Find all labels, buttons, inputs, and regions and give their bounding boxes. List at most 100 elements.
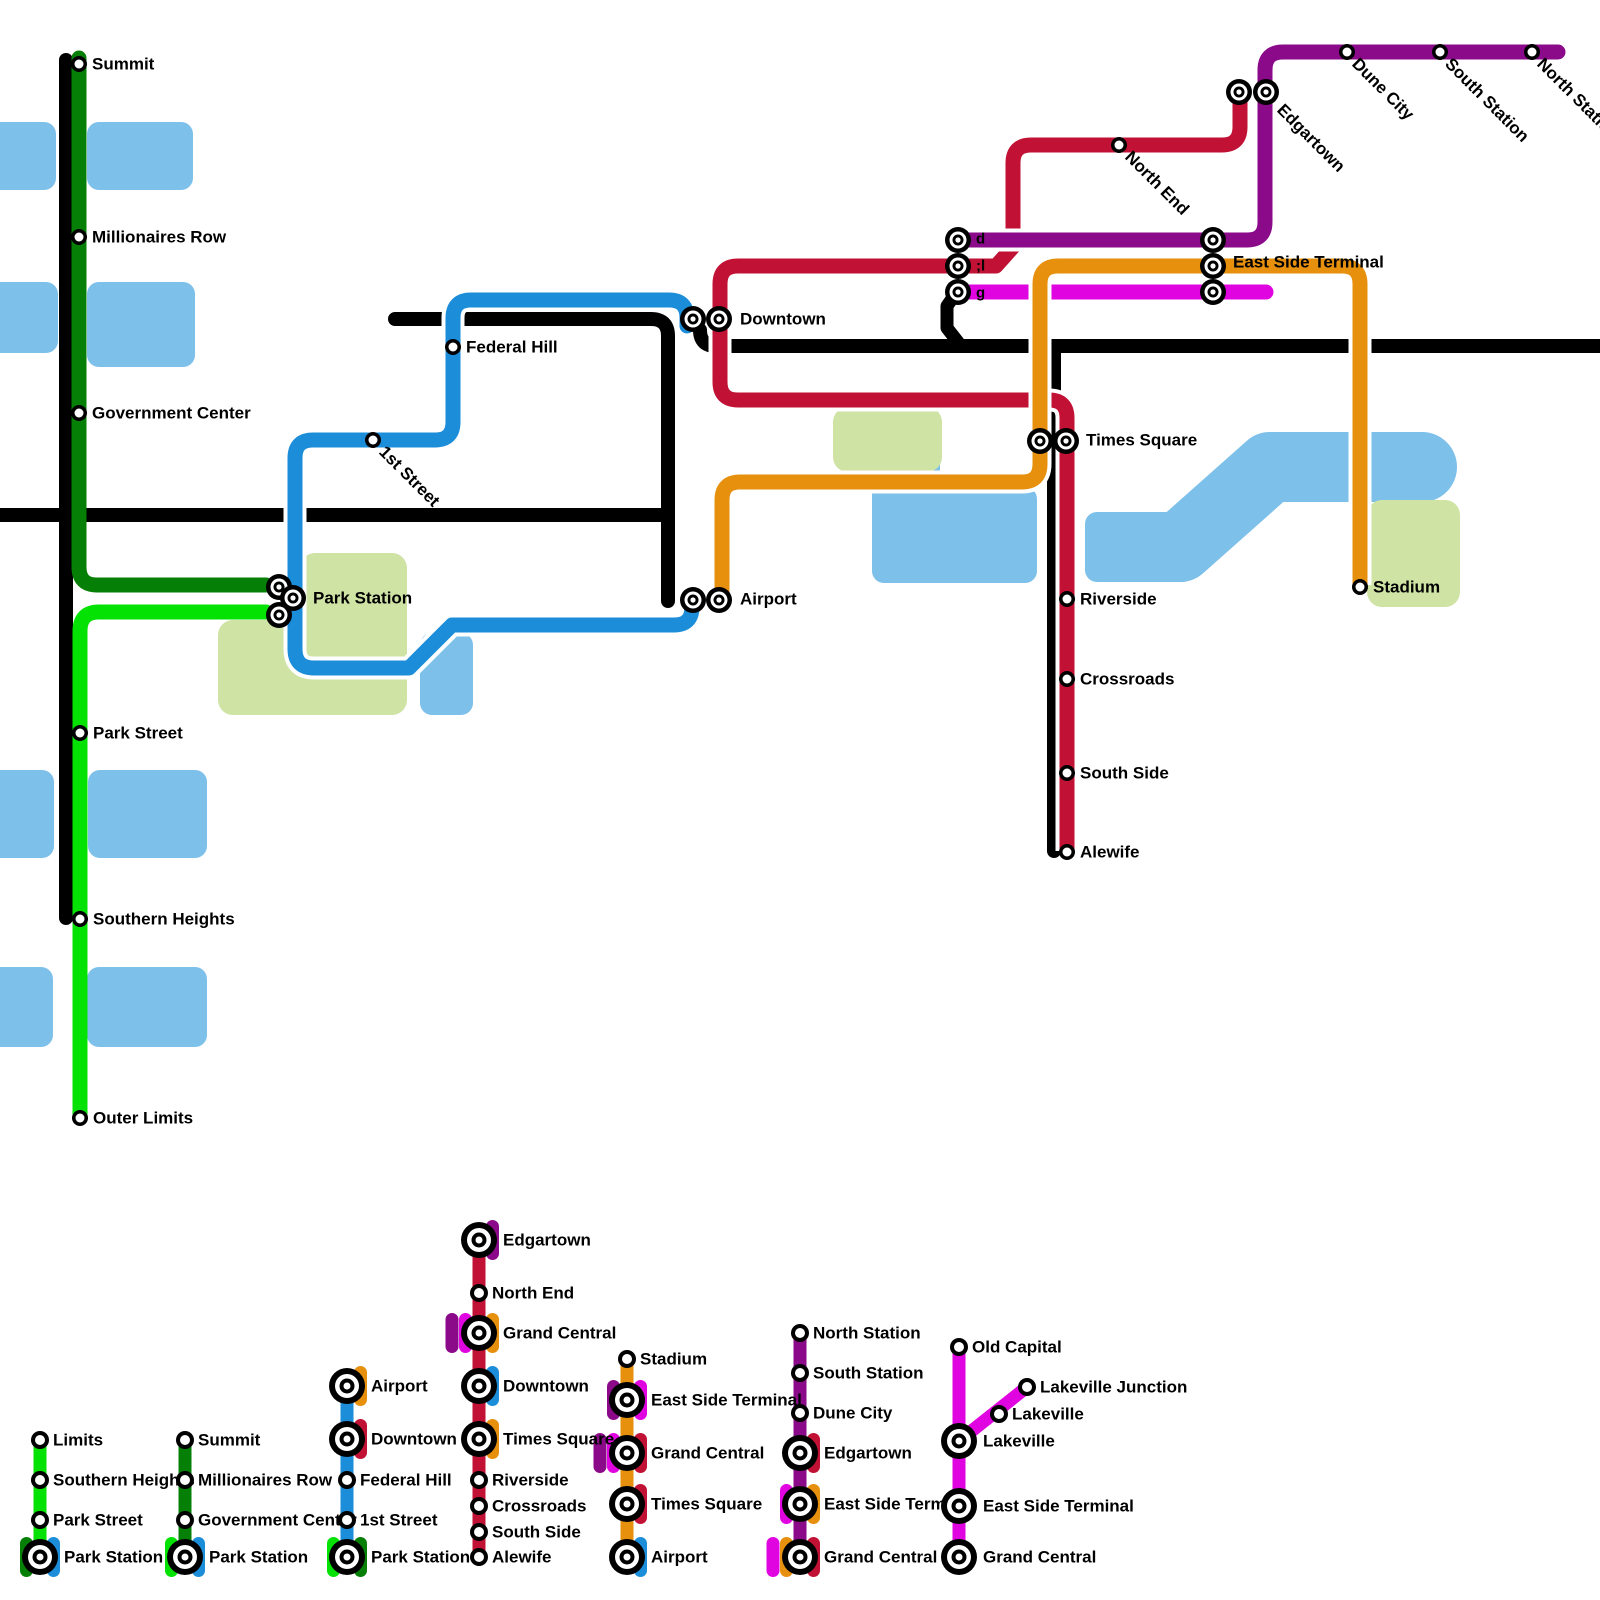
station-label-park-station: Park Station [313,589,412,608]
diagram-station-marker [618,1350,636,1368]
station-label-downtown: Downtown [740,310,826,329]
diagram-station-marker [338,1511,356,1529]
diagram-station-marker [1018,1378,1036,1396]
interchange-marker-grand-central-d [945,227,971,253]
diagram-label: Edgartown [824,1444,912,1463]
station-marker-north-station [1524,44,1540,60]
map-station-labels: Summit Millionaires Row Government Cente… [92,54,1600,1127]
diagram-interchange-marker [22,1539,58,1575]
diagram-interchange-marker [941,1488,977,1524]
water-shape [87,282,195,367]
diagram-station-marker [176,1471,194,1489]
diagram-label: South Station [813,1364,923,1383]
diagram-interchange-marker [461,1222,497,1258]
diagram-interchange-marker [329,1539,365,1575]
diagram-interchange-marker [461,1315,497,1351]
diagram-label: Park Station [371,1548,470,1567]
diagram-interchange-marker [782,1435,818,1471]
line-black-east [693,323,1600,353]
diagram-label: Edgartown [503,1231,591,1250]
water-shape [87,967,207,1047]
diagram-label: Park Street [53,1511,143,1530]
interchange-marker-east-side-terminal [1200,253,1226,279]
station-marker-summit [71,56,87,72]
diagram-label: Southern Heights [53,1471,195,1490]
interchange-marker-grand-central-g [945,279,971,305]
diagram-station-marker [470,1471,488,1489]
station-label-grand-central-d: d [976,231,985,248]
station-label-riverside: Riverside [1080,590,1157,609]
station-label-north-station: North Station [1533,54,1600,144]
diagram-label: Grand Central [651,1444,764,1463]
station-marker-south-station [1432,44,1448,60]
station-marker-riverside [1059,591,1075,607]
line-green [72,604,274,1125]
diagram-label: East Side Terminal [983,1497,1134,1516]
line-orange [714,258,1368,599]
interchange-marker-edgartown [1226,79,1252,105]
water-shape [0,967,53,1047]
diagram-label: Grand Central [983,1548,1096,1567]
diagram-station-marker [470,1284,488,1302]
diagram-station-marker [791,1324,809,1342]
station-label-south-station: South Station [1441,54,1533,146]
station-label-summit: Summit [92,55,155,74]
station-marker-park-street [72,725,88,741]
map-station-markers [71,44,1540,1126]
station-marker-southern-heights [72,911,88,927]
diagram-label: Limits [53,1431,103,1450]
diagram-stub-purple [445,1313,459,1353]
line-black-downtown-airport [388,312,675,608]
interchange-marker-airport [680,587,706,613]
diagram-label: East Side Terminal [824,1495,975,1514]
station-marker-federal-hill [445,339,461,355]
station-label-1st-street: 1st Street [375,442,443,510]
diagram-stub-purple [593,1433,607,1473]
park-shape [833,407,942,472]
diagram-station-marker [31,1511,49,1529]
diagram-station-marker [791,1404,809,1422]
diagram-label: Grand Central [503,1324,616,1343]
diagram-interchange-marker [329,1421,365,1457]
water-shape [0,122,56,190]
diagram-label: Federal Hill [360,1471,452,1490]
diagram-interchange-marker [941,1423,977,1459]
interchange-marker-east-side-terminal [1200,279,1226,305]
diagram-label: Grand Central [824,1548,937,1567]
diagram-label: Airport [371,1377,428,1396]
diagram-label: Millionaires Row [198,1471,333,1490]
diagram-station-marker [470,1523,488,1541]
station-label-stadium: Stadium [1373,578,1440,597]
diagram-label: Old Capital [972,1338,1062,1357]
interchange-marker-downtown [706,306,732,332]
station-label-outer-limits: Outer Limits [93,1109,193,1128]
diagram-label: Lakeville [1012,1405,1084,1424]
diagram-station-marker [31,1471,49,1489]
station-marker-millionaires-row [71,229,87,245]
station-label-federal-hill: Federal Hill [466,338,558,357]
diagram-station-marker [470,1497,488,1515]
diagram-station-marker [31,1431,49,1449]
diagram-label: North End [492,1284,574,1303]
diagram-station-marker [176,1511,194,1529]
station-marker-north-end [1111,137,1127,153]
diagram-station-marker [791,1364,809,1382]
diagram-interchange-marker [941,1539,977,1575]
diagram-label: East Side Terminal [651,1391,802,1410]
diagram-label: Park Station [64,1548,163,1567]
station-label-park-street: Park Street [93,724,183,743]
diagram-label: Dune City [813,1404,893,1423]
diagram-label: Airport [651,1548,708,1567]
station-label-airport: Airport [740,590,797,609]
water-shape [872,487,1037,583]
station-label-grand-central-g: g [976,285,985,302]
diagram-label: South Side [492,1523,581,1542]
diagram-interchange-marker [329,1368,365,1404]
station-marker-1st-street [365,432,381,448]
station-label-north-end: North End [1121,147,1193,219]
diagram-label: Riverside [492,1471,569,1490]
station-label-grand-central-l: ;l [976,258,985,275]
diagram-label: Lakeville Junction [1040,1378,1187,1397]
